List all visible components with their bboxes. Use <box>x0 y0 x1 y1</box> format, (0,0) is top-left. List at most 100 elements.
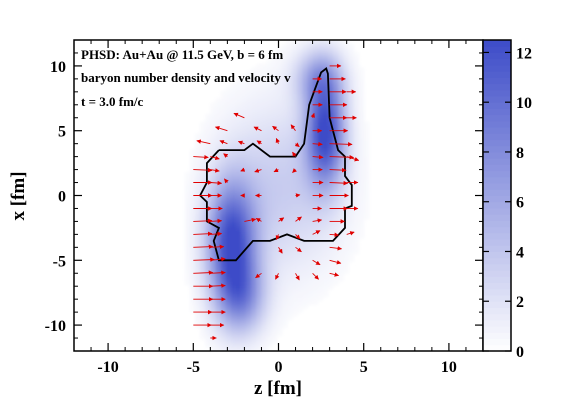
heatmap-cell <box>292 218 298 224</box>
heatmap-cell <box>297 59 303 64</box>
heatmap-cell <box>225 339 232 344</box>
heatmap-cell <box>210 102 217 107</box>
heatmap-cell <box>271 176 278 181</box>
heatmap-cell <box>256 316 263 321</box>
heatmap-cell <box>266 152 273 158</box>
heatmap-cell <box>261 312 268 317</box>
heatmap-cell <box>235 234 242 239</box>
heatmap-cell <box>241 109 247 115</box>
heatmap-cell <box>210 137 217 142</box>
heatmap-cell <box>338 121 344 127</box>
heatmap-cell <box>215 347 222 351</box>
heatmap-cell <box>343 152 349 158</box>
heatmap-cell <box>271 191 278 197</box>
heatmap-cell <box>220 168 227 173</box>
heatmap-cell <box>241 296 247 302</box>
heatmap-cell <box>358 187 365 193</box>
heatmap-cell <box>292 238 298 243</box>
heatmap-cell <box>327 160 334 165</box>
heatmap-cell <box>246 172 252 177</box>
heatmap-cell <box>281 82 288 88</box>
heatmap-cell <box>276 187 283 193</box>
heatmap-cell <box>184 211 191 216</box>
heatmap-cell <box>281 183 288 189</box>
heatmap-cell <box>220 129 227 134</box>
heatmap-cell <box>292 164 298 169</box>
heatmap-cell <box>307 82 314 88</box>
heatmap-cell <box>338 238 344 243</box>
heatmap-cell <box>210 331 217 337</box>
velocity-arrow <box>254 168 262 173</box>
heatmap-cell <box>307 74 314 80</box>
heatmap-cell <box>307 296 314 302</box>
heatmap-cell <box>307 137 314 142</box>
heatmap-cell <box>327 152 334 158</box>
colorbar-cell <box>483 145 511 153</box>
heatmap-cell <box>256 261 263 267</box>
heatmap-cell <box>287 249 293 255</box>
heatmap-cell <box>353 199 360 204</box>
velocity-arrow <box>210 283 226 288</box>
heatmap-cell <box>256 113 263 119</box>
heatmap-cell <box>317 82 324 88</box>
heatmap-cell <box>287 133 293 138</box>
heatmap-cell <box>235 249 242 255</box>
heatmap-cell <box>317 51 324 57</box>
heatmap-cell <box>287 59 293 64</box>
heatmap-cell <box>358 211 365 216</box>
heatmap-cell <box>251 319 257 325</box>
heatmap-cell <box>256 78 263 84</box>
heatmap-cell <box>256 71 263 76</box>
heatmap-cell <box>333 109 339 115</box>
heatmap-cell <box>302 265 309 270</box>
heatmap-cell <box>235 312 242 317</box>
heatmap-cell <box>271 249 278 255</box>
heatmap-cell <box>307 195 314 200</box>
heatmap-cell <box>230 292 237 298</box>
heatmap-cell <box>353 172 360 177</box>
heatmap-cell <box>251 141 257 146</box>
heatmap-cell <box>292 249 298 255</box>
heatmap-cell <box>297 211 303 216</box>
heatmap-cell <box>215 335 222 340</box>
heatmap-cell <box>276 261 283 267</box>
heatmap-cell <box>200 222 206 228</box>
heatmap-cell <box>251 316 257 321</box>
heatmap-cell <box>322 292 329 298</box>
heatmap-cell <box>297 238 303 243</box>
heatmap-cell <box>251 133 257 138</box>
heatmap-cell <box>189 207 196 212</box>
heatmap-cell <box>210 207 217 212</box>
heatmap-cell <box>317 249 324 255</box>
heatmap-cell <box>246 296 252 302</box>
heatmap-cell <box>215 284 222 290</box>
heatmap-cell <box>307 71 314 76</box>
heatmap-cell <box>210 304 217 309</box>
colorbar-cell <box>483 40 511 47</box>
heatmap-cell <box>205 343 211 348</box>
heatmap-cell <box>235 284 242 290</box>
heatmap-cell <box>256 172 263 177</box>
heatmap-cell <box>353 152 360 158</box>
heatmap-cell <box>220 319 227 325</box>
heatmap-cell <box>338 109 344 115</box>
heatmap-cell <box>220 288 227 294</box>
heatmap-cell <box>322 90 329 96</box>
heatmap-cell <box>215 304 222 309</box>
heatmap-cell <box>317 109 324 115</box>
heatmap-cell <box>256 319 263 325</box>
heatmap-cell <box>261 191 268 197</box>
heatmap-cell <box>312 265 319 270</box>
heatmap-cell <box>205 242 211 247</box>
heatmap-cell <box>230 164 237 169</box>
heatmap-cell <box>271 207 278 212</box>
heatmap-cell <box>184 281 191 286</box>
heatmap-cell <box>241 316 247 321</box>
heatmap-cell <box>322 230 329 235</box>
heatmap-cell <box>215 246 222 251</box>
heatmap-cell <box>307 94 314 99</box>
heatmap-cell <box>271 137 278 142</box>
heatmap-cell <box>338 78 344 84</box>
heatmap-cell <box>281 74 288 80</box>
heatmap-cell <box>266 246 273 251</box>
